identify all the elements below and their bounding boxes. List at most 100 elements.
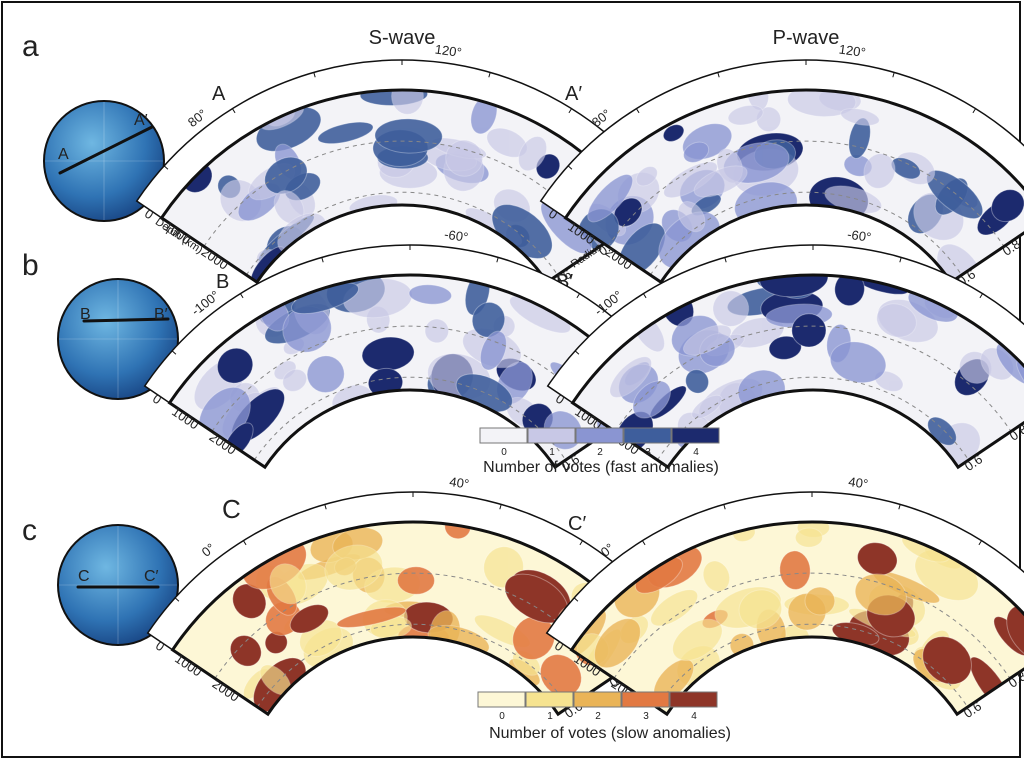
- vote-field: [609, 274, 1024, 466]
- section-outline: [563, 88, 1024, 285]
- lon-tick: [899, 257, 902, 263]
- lon-tick: [723, 504, 726, 510]
- section-outline: [569, 520, 1024, 717]
- depth-tick-label: 0: [153, 638, 167, 654]
- lon-tick: [576, 293, 580, 299]
- row-c: c C C′ C C′ 0°40°01000200010.80.6 0° 40° 0 1…: [22, 474, 1024, 721]
- panel-letter-b: b: [22, 249, 39, 282]
- vote-patch: [397, 566, 435, 595]
- vote-patch: [922, 636, 972, 685]
- vote-patch: [662, 124, 685, 143]
- section-line: [82, 317, 170, 323]
- vote-patch: [691, 394, 723, 420]
- vote-patch: [727, 104, 764, 126]
- vote-patch: [702, 560, 731, 593]
- globe-marker-start: B: [80, 306, 91, 323]
- vote-patch: [587, 174, 634, 223]
- lon-label: 40°: [448, 474, 470, 492]
- lon-tick: [972, 108, 976, 114]
- legend-swatch: [477, 691, 526, 708]
- vote-patch: [990, 189, 1024, 223]
- vote-patch: [289, 604, 329, 634]
- lon-tick: [488, 72, 491, 78]
- lon-tick: [979, 293, 983, 299]
- lon-tick: [163, 165, 169, 170]
- section-start-label-c: C: [222, 494, 241, 524]
- vote-patch: [336, 606, 407, 628]
- legend-swatch: [479, 427, 528, 444]
- globe-marker-end: C′: [144, 568, 159, 585]
- vote-patch: [408, 284, 453, 305]
- globe-outline: [57, 278, 179, 400]
- lon-tick: [717, 72, 720, 78]
- radius-contour: [655, 623, 969, 708]
- vote-patch: [324, 544, 384, 591]
- vote-patch: [768, 335, 802, 360]
- legend-fast-title: Number of votes (fast anomalies): [483, 459, 719, 476]
- depth-tick-label: 0: [142, 206, 156, 222]
- vote-patch: [445, 139, 484, 177]
- vote-patch: [738, 589, 783, 630]
- legend-value: 0: [501, 447, 507, 458]
- vote-patch: [593, 618, 641, 669]
- legend-slow-anomalies: 0 1 2 3 4: [477, 691, 718, 722]
- vote-patch: [794, 527, 823, 548]
- vote-patch: [424, 318, 450, 344]
- lon-tick: [568, 108, 572, 114]
- vote-field: [571, 521, 1024, 713]
- vote-patch: [229, 634, 262, 667]
- legend-value: 3: [643, 711, 649, 722]
- globe-marker-start: A: [58, 146, 69, 163]
- radius-contour: [256, 623, 570, 708]
- legend-value: 1: [549, 447, 555, 458]
- legend-swatch: [621, 691, 670, 708]
- lon-tick: [321, 257, 324, 263]
- lon-tick: [171, 350, 177, 355]
- vote-patch: [876, 303, 917, 338]
- vote-patch: [306, 355, 345, 394]
- depth-tick-label: 0: [150, 391, 164, 407]
- vote-patch: [216, 347, 254, 384]
- legend-swatch: [671, 427, 720, 444]
- lon-tick: [496, 257, 499, 263]
- panel-letter-c: c: [22, 514, 37, 547]
- vote-patch: [232, 583, 267, 619]
- lon-label: 120°: [838, 41, 867, 60]
- radius-contour: [245, 191, 559, 276]
- globe-marker-end: A′: [134, 112, 148, 129]
- vote-patch: [683, 141, 710, 163]
- ocean: [58, 525, 178, 645]
- lon-tick: [240, 293, 244, 299]
- vote-patch: [712, 290, 750, 327]
- lon-tick: [898, 504, 901, 510]
- section-start-label-b: B: [216, 271, 229, 293]
- radius-contour: [649, 191, 963, 276]
- vote-patch: [685, 369, 710, 394]
- vote-patch: [609, 356, 653, 398]
- radius-contour: [214, 572, 612, 679]
- section-start-label-a: A: [212, 83, 226, 105]
- radius-contour: [253, 376, 567, 461]
- legend-swatch: [527, 427, 576, 444]
- legend-value: 4: [691, 711, 697, 722]
- column-title-s-wave: S-wave: [369, 27, 436, 49]
- vote-patch: [391, 89, 424, 115]
- vote-patch: [804, 586, 836, 616]
- vote-patch: [374, 118, 443, 154]
- legend-swatch: [525, 691, 574, 708]
- legend-value: 2: [597, 447, 603, 458]
- vote-patch: [1006, 604, 1024, 662]
- vote-patch: [264, 156, 308, 195]
- lon-tick: [978, 540, 982, 546]
- lon-label: -60°: [846, 227, 872, 245]
- vote-patch: [282, 368, 308, 392]
- graticule: [44, 101, 164, 221]
- globe-b: B B′: [57, 278, 179, 400]
- lon-tick: [232, 108, 236, 114]
- vote-patch: [677, 201, 706, 233]
- section-p-wave-a: 80°120°01000200010.80.6: [539, 41, 1024, 289]
- lon-label: 40°: [847, 474, 869, 492]
- lon-tick: [724, 257, 727, 263]
